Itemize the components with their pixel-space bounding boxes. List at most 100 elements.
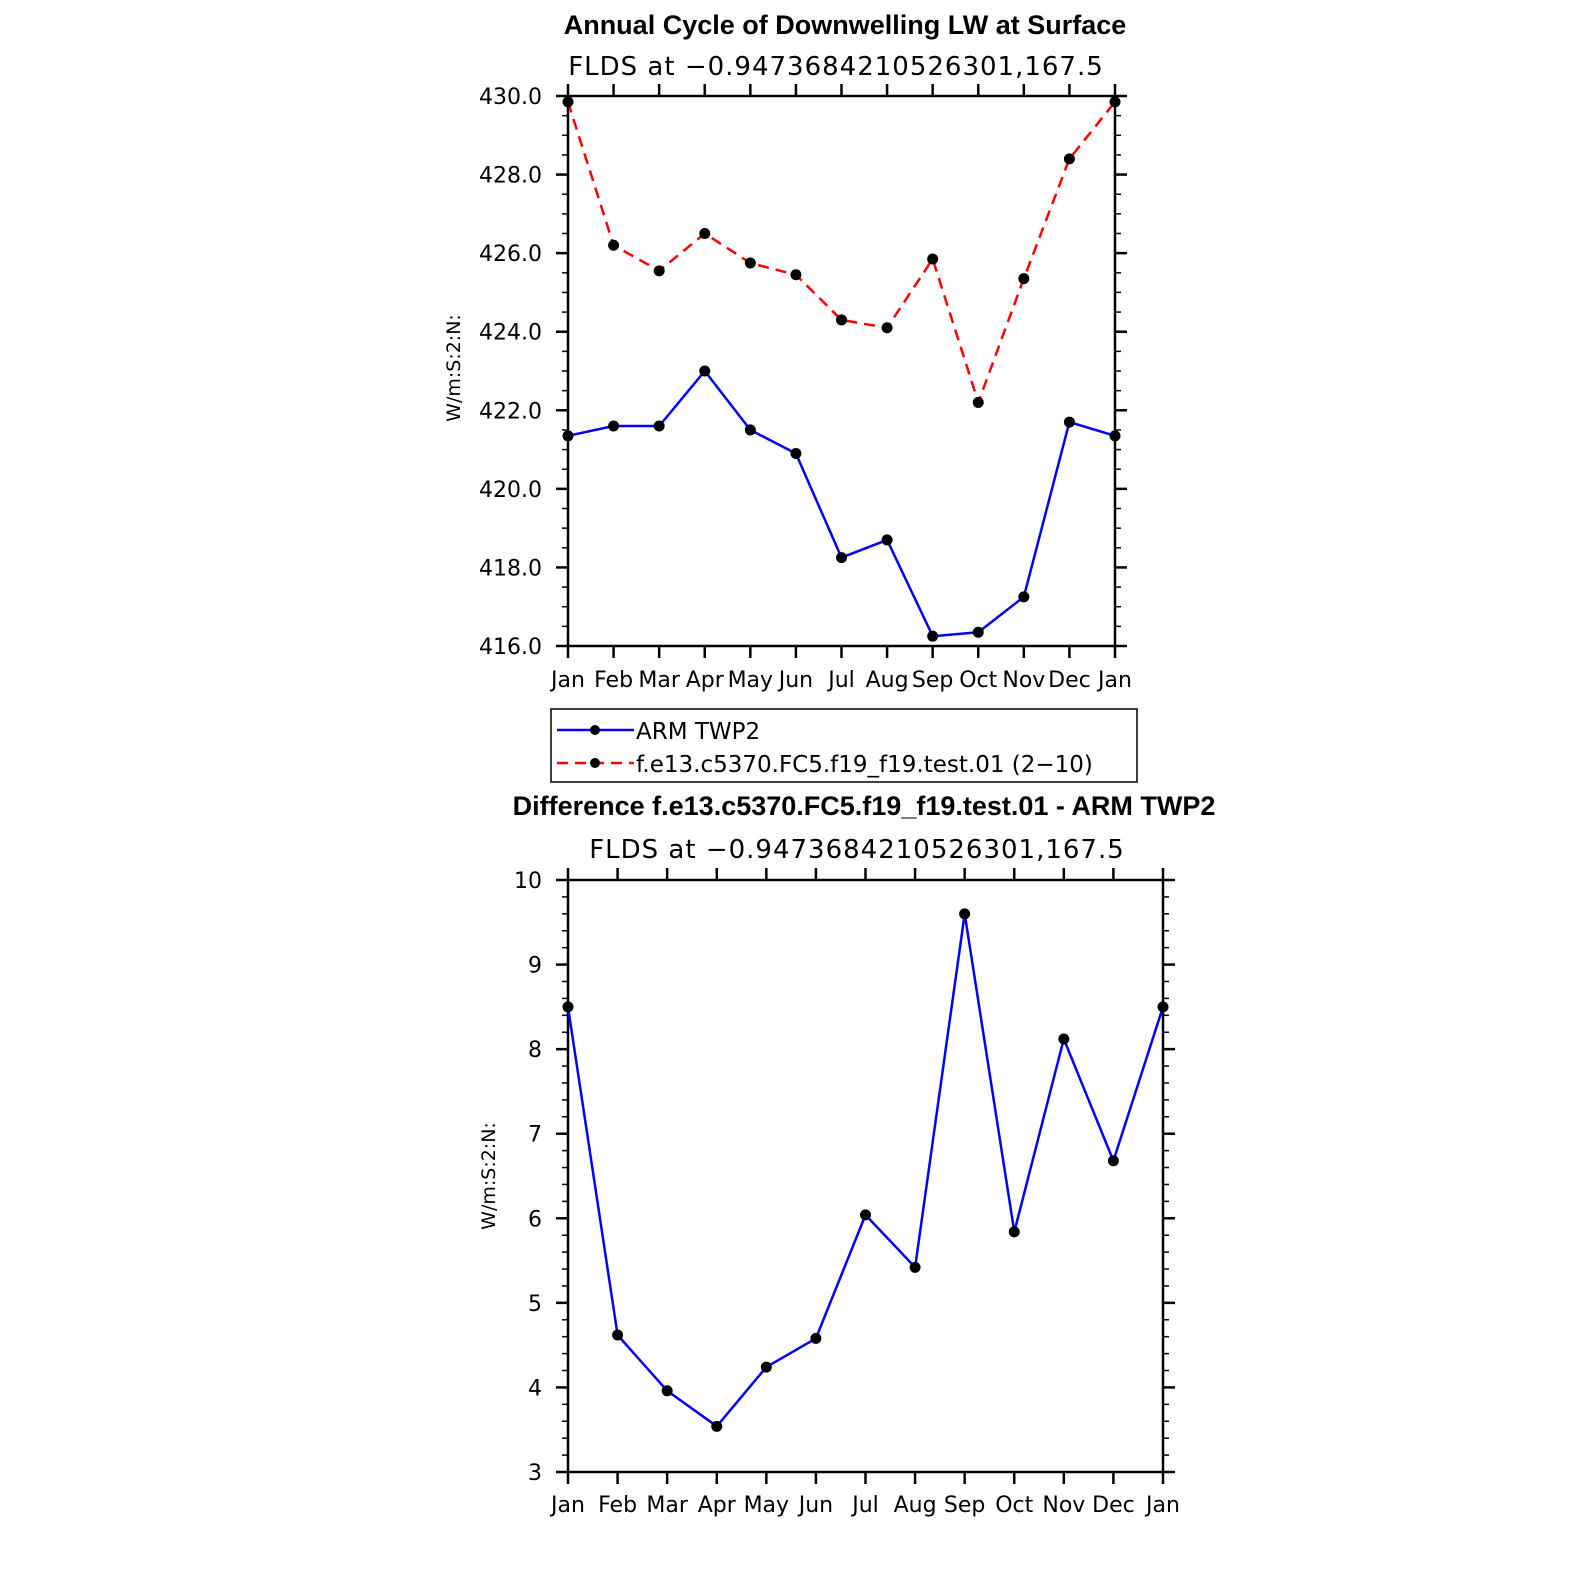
data-point: [760, 1361, 772, 1373]
chart-subtitle: FLDS at −0.9473684210526301,167.5: [568, 52, 1104, 82]
data-point: [836, 314, 847, 326]
series-line: [567, 369, 1116, 638]
x-tick-label: Apr: [686, 668, 725, 693]
axes: Jan Feb Mar Apr May Jun Jul Aug Sep Oct Nov Dec Jan 3…: [514, 868, 1180, 1518]
y-tick-label: 7: [528, 1123, 542, 1148]
data-point: [972, 396, 984, 408]
x-tick-label: Dec: [1092, 1493, 1135, 1518]
y-tick-label: 3: [528, 1461, 542, 1486]
x-tick-label: Jun: [797, 1493, 833, 1518]
data-point: [653, 420, 665, 432]
data-point: [1063, 416, 1075, 428]
chart-subtitle: FLDS at −0.9473684210526301,167.5: [589, 835, 1125, 865]
legend: ARM TWP2 f.e13.c5370.FC5.f19_f19.test.01…: [550, 708, 1138, 783]
x-tick-label: Jul: [850, 1493, 879, 1518]
x-tick-label: Dec: [1048, 668, 1091, 693]
y-tick-label: 5: [528, 1292, 542, 1317]
data-point: [562, 430, 574, 442]
y-axis-label: W/m:S:2:N:: [478, 1122, 500, 1230]
data-point: [959, 908, 971, 920]
data-point: [699, 228, 711, 239]
x-tick-label: Jan: [1096, 668, 1132, 693]
y-tick-label: 424.0: [479, 321, 542, 346]
y-axis-label: W/m:S:2:N:: [443, 314, 465, 422]
series-group: [562, 908, 1169, 1432]
x-tick-label: Aug: [894, 1493, 937, 1518]
data-point: [1107, 1155, 1119, 1167]
y-tick-label: 430.0: [479, 85, 542, 110]
plot-frame: [566, 878, 1165, 1474]
data-point: [881, 322, 893, 334]
data-point: [608, 239, 620, 251]
x-tick-label: Oct: [995, 1493, 1033, 1518]
y-tick-label: 6: [528, 1207, 542, 1232]
x-tick-label: Nov: [1002, 668, 1045, 693]
data-point: [1018, 273, 1030, 285]
x-tick-label: Jun: [777, 668, 813, 693]
x-tick-label: Feb: [598, 1493, 637, 1518]
data-point: [1109, 96, 1121, 108]
x-tick-label: Sep: [944, 1493, 985, 1518]
data-point: [836, 552, 847, 564]
y-tick-label: 418.0: [479, 556, 542, 581]
data-point: [744, 424, 756, 436]
data-point: [699, 365, 711, 377]
data-point: [1109, 430, 1121, 442]
y-tick-label: 420.0: [479, 478, 542, 503]
x-tick-label: Mar: [638, 668, 680, 693]
legend-label-model: f.e13.c5370.FC5.f19_f19.test.01 (2−10): [636, 752, 1093, 778]
chart-title: Annual Cycle of Downwelling LW at Surfac…: [564, 10, 1127, 40]
y-tick-label: 426.0: [479, 242, 542, 267]
x-tick-label: Jul: [826, 668, 855, 693]
data-point: [881, 534, 893, 546]
data-point: [608, 420, 620, 432]
data-point: [927, 253, 939, 265]
data-point: [1018, 591, 1030, 603]
chart-title: Difference f.e13.c5370.FC5.f19_f19.test.…: [513, 791, 1216, 821]
data-point: [1058, 1033, 1070, 1045]
series-group: [562, 96, 1121, 642]
data-point: [790, 448, 802, 459]
data-point: [653, 265, 665, 277]
data-point: [860, 1209, 871, 1221]
x-tick-label: Jan: [549, 1493, 585, 1518]
data-point: [1063, 153, 1075, 165]
data-point: [1008, 1226, 1020, 1238]
x-tick-label: Aug: [866, 668, 909, 693]
x-tick-label: May: [744, 1493, 789, 1518]
series-line: [566, 101, 1116, 404]
x-tick-label: May: [728, 668, 773, 693]
x-tick-label: Jan: [1144, 1493, 1180, 1518]
y-tick-label: 10: [514, 869, 542, 894]
data-point: [972, 626, 984, 638]
legend-marker-model: [590, 758, 600, 768]
y-tick-label: 422.0: [479, 399, 542, 424]
y-tick-label: 8: [528, 1038, 542, 1063]
x-tick-label: Nov: [1042, 1493, 1085, 1518]
series-line: [566, 912, 1165, 1428]
y-tick-label: 9: [528, 954, 542, 979]
data-point: [562, 1001, 574, 1013]
y-tick-label: 4: [528, 1376, 542, 1401]
difference-chart: Difference f.e13.c5370.FC5.f19_f19.test.…: [478, 791, 1215, 1518]
data-point: [612, 1329, 624, 1341]
data-point: [1157, 1001, 1169, 1013]
annual-cycle-chart: Annual Cycle of Downwelling LW at Surfac…: [443, 10, 1132, 693]
x-tick-label: Oct: [959, 668, 997, 693]
legend-label-arm-twp2: ARM TWP2: [636, 719, 760, 745]
legend-box: [550, 708, 1138, 783]
data-point: [711, 1420, 723, 1432]
x-tick-label: Sep: [912, 668, 953, 693]
data-point: [661, 1385, 673, 1397]
data-point: [909, 1261, 921, 1273]
data-point: [927, 630, 939, 642]
legend-marker-arm-twp2: [590, 725, 600, 735]
y-tick-label: 416.0: [479, 635, 542, 660]
y-tick-label: 428.0: [479, 164, 542, 189]
data-point: [744, 257, 756, 269]
data-point: [810, 1332, 822, 1344]
x-tick-label: Feb: [594, 668, 633, 693]
axes: Jan Feb Mar Apr May Jun Jul Aug Sep Oct Nov Dec Jan4…: [479, 84, 1132, 693]
data-point: [790, 269, 802, 281]
